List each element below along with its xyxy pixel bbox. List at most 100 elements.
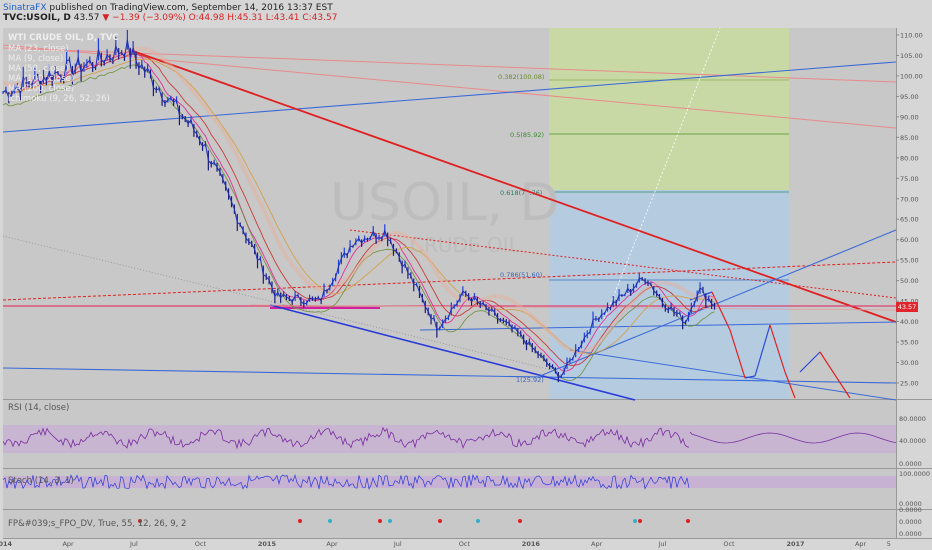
publish-text: published on TradingView.com, September …	[49, 3, 333, 13]
x-tick-label: Oct	[459, 540, 471, 548]
x-tick-label: Oct	[723, 540, 735, 548]
rsi-line	[2, 426, 690, 450]
y-tick-label: 40.00	[900, 318, 919, 326]
channel-blue-lower	[269, 304, 636, 401]
rsi-band	[3, 425, 896, 453]
symbol-line: TVC:USOIL, D 43.57 ▼ −1.39 (−3.09%) O:44…	[3, 13, 337, 24]
x-tick-label: Jul	[129, 540, 138, 548]
x-tick-label: Jul	[393, 540, 402, 548]
legend-ichimoku[interactable]: Ichimoku (9, 26, 52, 26)	[8, 94, 110, 104]
stoch-k-line	[2, 473, 690, 490]
rsi-tick-0: 0.0000	[899, 460, 922, 468]
y-tick-label: 35.00	[900, 339, 919, 347]
x-tick-label: Apr	[62, 540, 74, 548]
y-tick-label: 65.00	[900, 216, 919, 224]
legend-ma-100[interactable]: MA (100, close)	[8, 74, 75, 84]
fib-label-1: 1(25.92)	[516, 376, 544, 384]
time-axis[interactable]: 2014 Apr Jul Oct 2015 Apr Jul Oct 2016 Apr Jul Oct 2…	[0, 540, 891, 548]
last-price: 43.57	[73, 13, 100, 23]
watermark-name: CRUDE OIL	[410, 233, 521, 257]
ma-100-line	[2, 58, 715, 355]
trendline-blue-bottom	[2, 367, 897, 384]
fib-label-0618: 0.618(71.76)	[500, 189, 542, 197]
x-tick-label: Apr	[326, 540, 338, 548]
fp-signal-dot	[638, 519, 642, 523]
price-change: ▼ −1.39 (−3.09%)	[102, 13, 186, 23]
stoch-tick-0: 0.0000	[899, 500, 922, 508]
rsi-projection	[689, 431, 897, 444]
stoch-pane[interactable]	[3, 469, 896, 509]
fp-label[interactable]: FP&#039;s_FPO_DV, True, 55, 12, 26, 9, 2	[8, 519, 187, 529]
fib-label-05: 0.5(85.92)	[510, 131, 544, 139]
fp-signal-dot	[138, 519, 142, 523]
symbol-name[interactable]: TVC:USOIL, D	[3, 13, 71, 23]
fp-signal-dot	[298, 519, 302, 523]
ohlc-close: C:43.57	[302, 13, 338, 23]
projection-arrow	[769, 324, 786, 373]
y-tick-label: 50.00	[900, 277, 919, 285]
instrument-label[interactable]: WTI CRUDE OIL, D, TVC	[8, 33, 119, 43]
legend-ma-23[interactable]: MA (23, close)	[8, 44, 69, 54]
x-tick-label: 2017	[786, 540, 804, 548]
price-axis[interactable]: 110.00 105.00 100.00 95.00 90.00 85.00 80.00 75…	[896, 32, 923, 388]
fp-signal-dot	[388, 519, 392, 523]
watermark-symbol: USOIL, D	[330, 173, 559, 233]
ichimoku-lagging-line	[2, 64, 715, 381]
stoch-series	[2, 473, 896, 490]
fib-zone[interactable]: 0.382(100.08) 0.5(85.92) 0.618(71.76) 0.…	[498, 28, 789, 399]
fp-signal-dot	[378, 519, 382, 523]
projection-arrow	[819, 351, 851, 399]
projection-arrow	[799, 351, 821, 373]
publisher-link[interactable]: SinatraFX	[3, 3, 47, 13]
rsi-label[interactable]: RSI (14, close)	[8, 403, 70, 413]
fp-signal-dot	[438, 519, 442, 523]
x-tick-label: 5	[887, 540, 891, 548]
trendline-pink-upper	[2, 44, 897, 129]
projection-arrow	[729, 329, 746, 379]
channel-blue-fan	[569, 349, 897, 401]
last-price-badge: 43.57	[896, 302, 918, 312]
ohlc-low: L:43.41	[265, 13, 300, 23]
ohlc-high: H:45.31	[227, 13, 263, 23]
y-tick-label: 85.00	[900, 134, 919, 142]
projection-arrow	[754, 324, 771, 377]
x-tick-label: Apr	[855, 540, 867, 548]
projection-arrow	[744, 375, 756, 379]
publish-line: SinatraFX published on TradingView.com, …	[3, 3, 333, 14]
y-tick-label: 55.00	[900, 257, 919, 265]
legend-ma-50[interactable]: MA (50, close)	[8, 64, 69, 74]
projection-arrow	[711, 291, 731, 331]
ma-23-line	[2, 53, 715, 366]
price-series[interactable]	[2, 29, 716, 383]
fp-tick-top: 0.0000	[899, 506, 922, 514]
stoch-label[interactable]: Stoch (14, 3, 1)	[8, 476, 74, 486]
x-tick-label: Oct	[195, 540, 207, 548]
fp-pane[interactable]	[3, 510, 896, 538]
fp-signal-dot	[328, 519, 332, 523]
y-tick-label: 105.00	[900, 52, 923, 60]
rsi-tick-40: 40.0000	[899, 437, 926, 445]
legend-ma-200[interactable]: MA (200, close)	[8, 84, 75, 94]
legend-ma-9[interactable]: MA (9, close)	[8, 54, 64, 64]
y-tick-label: 30.00	[900, 359, 919, 367]
trendline-red-dotted	[2, 261, 897, 301]
x-tick-label: 2016	[522, 540, 541, 548]
x-tick-label: Jul	[658, 540, 667, 548]
y-tick-label: 95.00	[900, 93, 919, 101]
y-tick-label: 100.00	[900, 72, 923, 80]
x-tick-label: Apr	[591, 540, 603, 548]
trendline-blue-mid	[419, 321, 897, 331]
fp-signal-dot	[518, 519, 522, 523]
y-tick-label: 60.00	[900, 236, 919, 244]
trendline-red-main	[129, 49, 897, 323]
trendline-pink-lower	[2, 47, 897, 83]
rsi-series	[2, 425, 897, 453]
fp-signal-dot	[633, 519, 637, 523]
fp-dots	[138, 519, 690, 523]
trendline-light	[249, 304, 897, 311]
projection-arrow	[784, 371, 796, 399]
fp-tick-mid: 0.0000	[899, 518, 922, 526]
y-tick-label: 75.00	[900, 175, 919, 183]
